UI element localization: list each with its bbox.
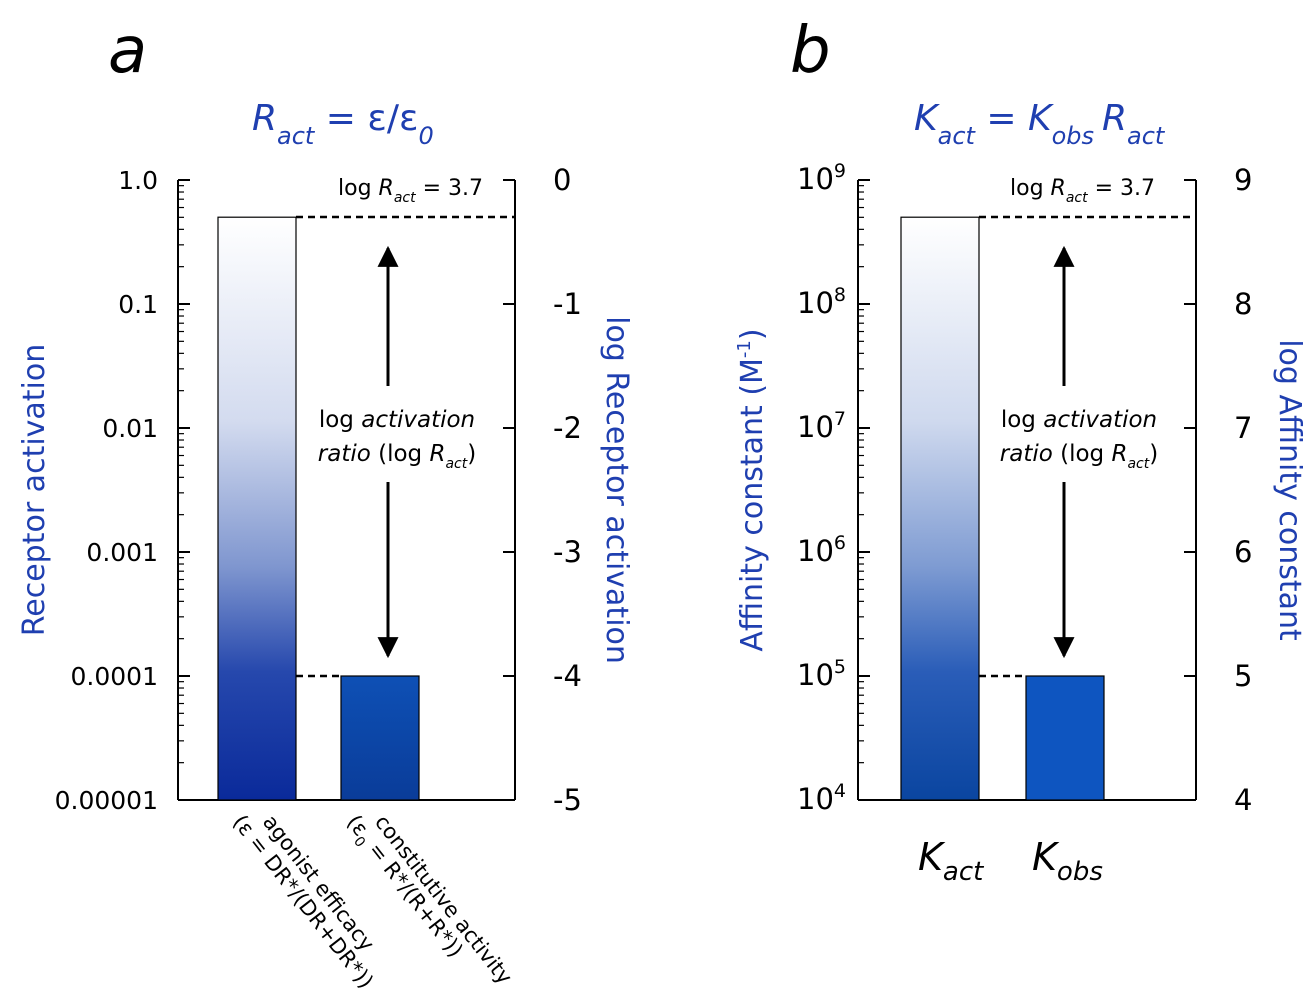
right-tick-label: 8 bbox=[1234, 287, 1252, 321]
left-tick-label: 0.01 bbox=[102, 414, 158, 443]
panel-a: a Ract = ε/ε0 1.0 0 0.1 -1 0.01 -2 0.001 -3 0.00… bbox=[17, 14, 634, 993]
y-label-left-a: Receptor activation bbox=[17, 344, 52, 637]
left-tick-label: 108 bbox=[797, 284, 846, 320]
bar-constitutive-activity bbox=[340, 675, 420, 801]
right-tick-label: -4 bbox=[553, 659, 582, 693]
left-tick-label: 107 bbox=[797, 408, 846, 444]
right-tick-label: -1 bbox=[553, 287, 582, 321]
arrow-label-b-line2: ratio (log Ract) bbox=[1000, 441, 1158, 472]
ticks-a: 1.0 0 0.1 -1 0.01 -2 0.001 -3 0.0001 -4 0.00001 -5 bbox=[55, 163, 582, 817]
right-tick-label: 4 bbox=[1234, 783, 1252, 817]
bar-k-obs bbox=[1025, 675, 1105, 801]
right-tick-label: 0 bbox=[553, 163, 571, 197]
ticks-b: 109 9 108 8 107 7 106 6 105 5 104 4 bbox=[797, 160, 1252, 817]
right-tick-label: 5 bbox=[1234, 659, 1252, 693]
bar-agonist-efficacy bbox=[217, 216, 297, 801]
panel-b-title: Kact = Kobs Ract bbox=[914, 98, 1166, 150]
left-tick-label: 0.0001 bbox=[71, 662, 158, 691]
left-tick-label: 106 bbox=[797, 532, 846, 568]
left-tick-label: 0.00001 bbox=[55, 786, 158, 815]
arrow-label-b-line1: log activation bbox=[1001, 407, 1157, 433]
bar-k-act bbox=[900, 216, 980, 801]
left-tick-label: 0.001 bbox=[86, 538, 158, 567]
right-tick-label: -5 bbox=[553, 783, 582, 817]
y-label-left-b: Affinity constant (M-1) bbox=[734, 328, 770, 651]
arrow-label-a-line1: log activation bbox=[319, 407, 475, 433]
category-label-k-obs: Kobs bbox=[1032, 835, 1103, 887]
left-tick-label: 104 bbox=[797, 780, 846, 816]
left-tick-label: 0.1 bbox=[118, 290, 158, 319]
left-tick-label: 1.0 bbox=[118, 166, 158, 195]
left-tick-label: 109 bbox=[797, 160, 846, 196]
right-tick-label: 6 bbox=[1234, 535, 1252, 569]
right-tick-label: 7 bbox=[1234, 411, 1252, 445]
left-tick-label: 105 bbox=[797, 656, 846, 692]
right-tick-label: -3 bbox=[553, 535, 582, 569]
right-tick-label: -2 bbox=[553, 411, 582, 445]
category-label-constitutive: constitutive activity bbox=[370, 810, 517, 988]
annotation-top-b: log Ract = 3.7 bbox=[1010, 176, 1155, 206]
arrow-label-a-line2: ratio (log Ract) bbox=[318, 441, 476, 472]
panel-a-label: a bbox=[108, 14, 147, 88]
right-tick-label: 9 bbox=[1234, 163, 1252, 197]
y-label-right-b: log Affinity constant bbox=[1272, 339, 1307, 641]
panel-b-label: b bbox=[790, 14, 831, 88]
annotation-top-a: log Ract = 3.7 bbox=[338, 176, 483, 206]
panel-a-title: Ract = ε/ε0 bbox=[252, 98, 434, 150]
y-label-right-a: log Receptor activation bbox=[599, 316, 634, 664]
category-label-k-act: Kact bbox=[918, 835, 984, 887]
